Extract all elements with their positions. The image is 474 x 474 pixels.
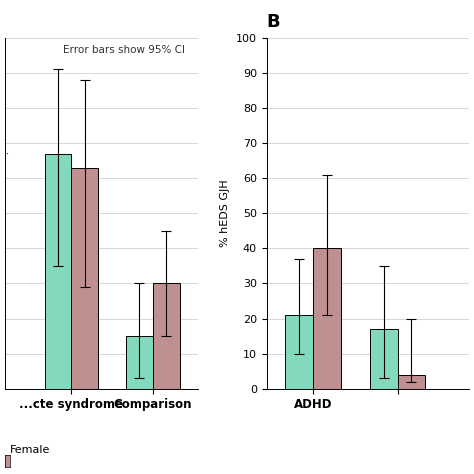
Bar [126,336,153,389]
Bar [153,283,180,389]
Bar [370,329,398,389]
Text: B: B [267,13,281,31]
Text: Female: Female [9,445,50,455]
Y-axis label: % hEDS GJH: % hEDS GJH [220,180,230,247]
Bar [285,315,313,389]
Bar [72,168,98,389]
Bar [313,248,341,389]
Bar [45,154,72,389]
Bar [398,374,425,389]
Text: Error bars show 95% CI: Error bars show 95% CI [64,45,185,55]
